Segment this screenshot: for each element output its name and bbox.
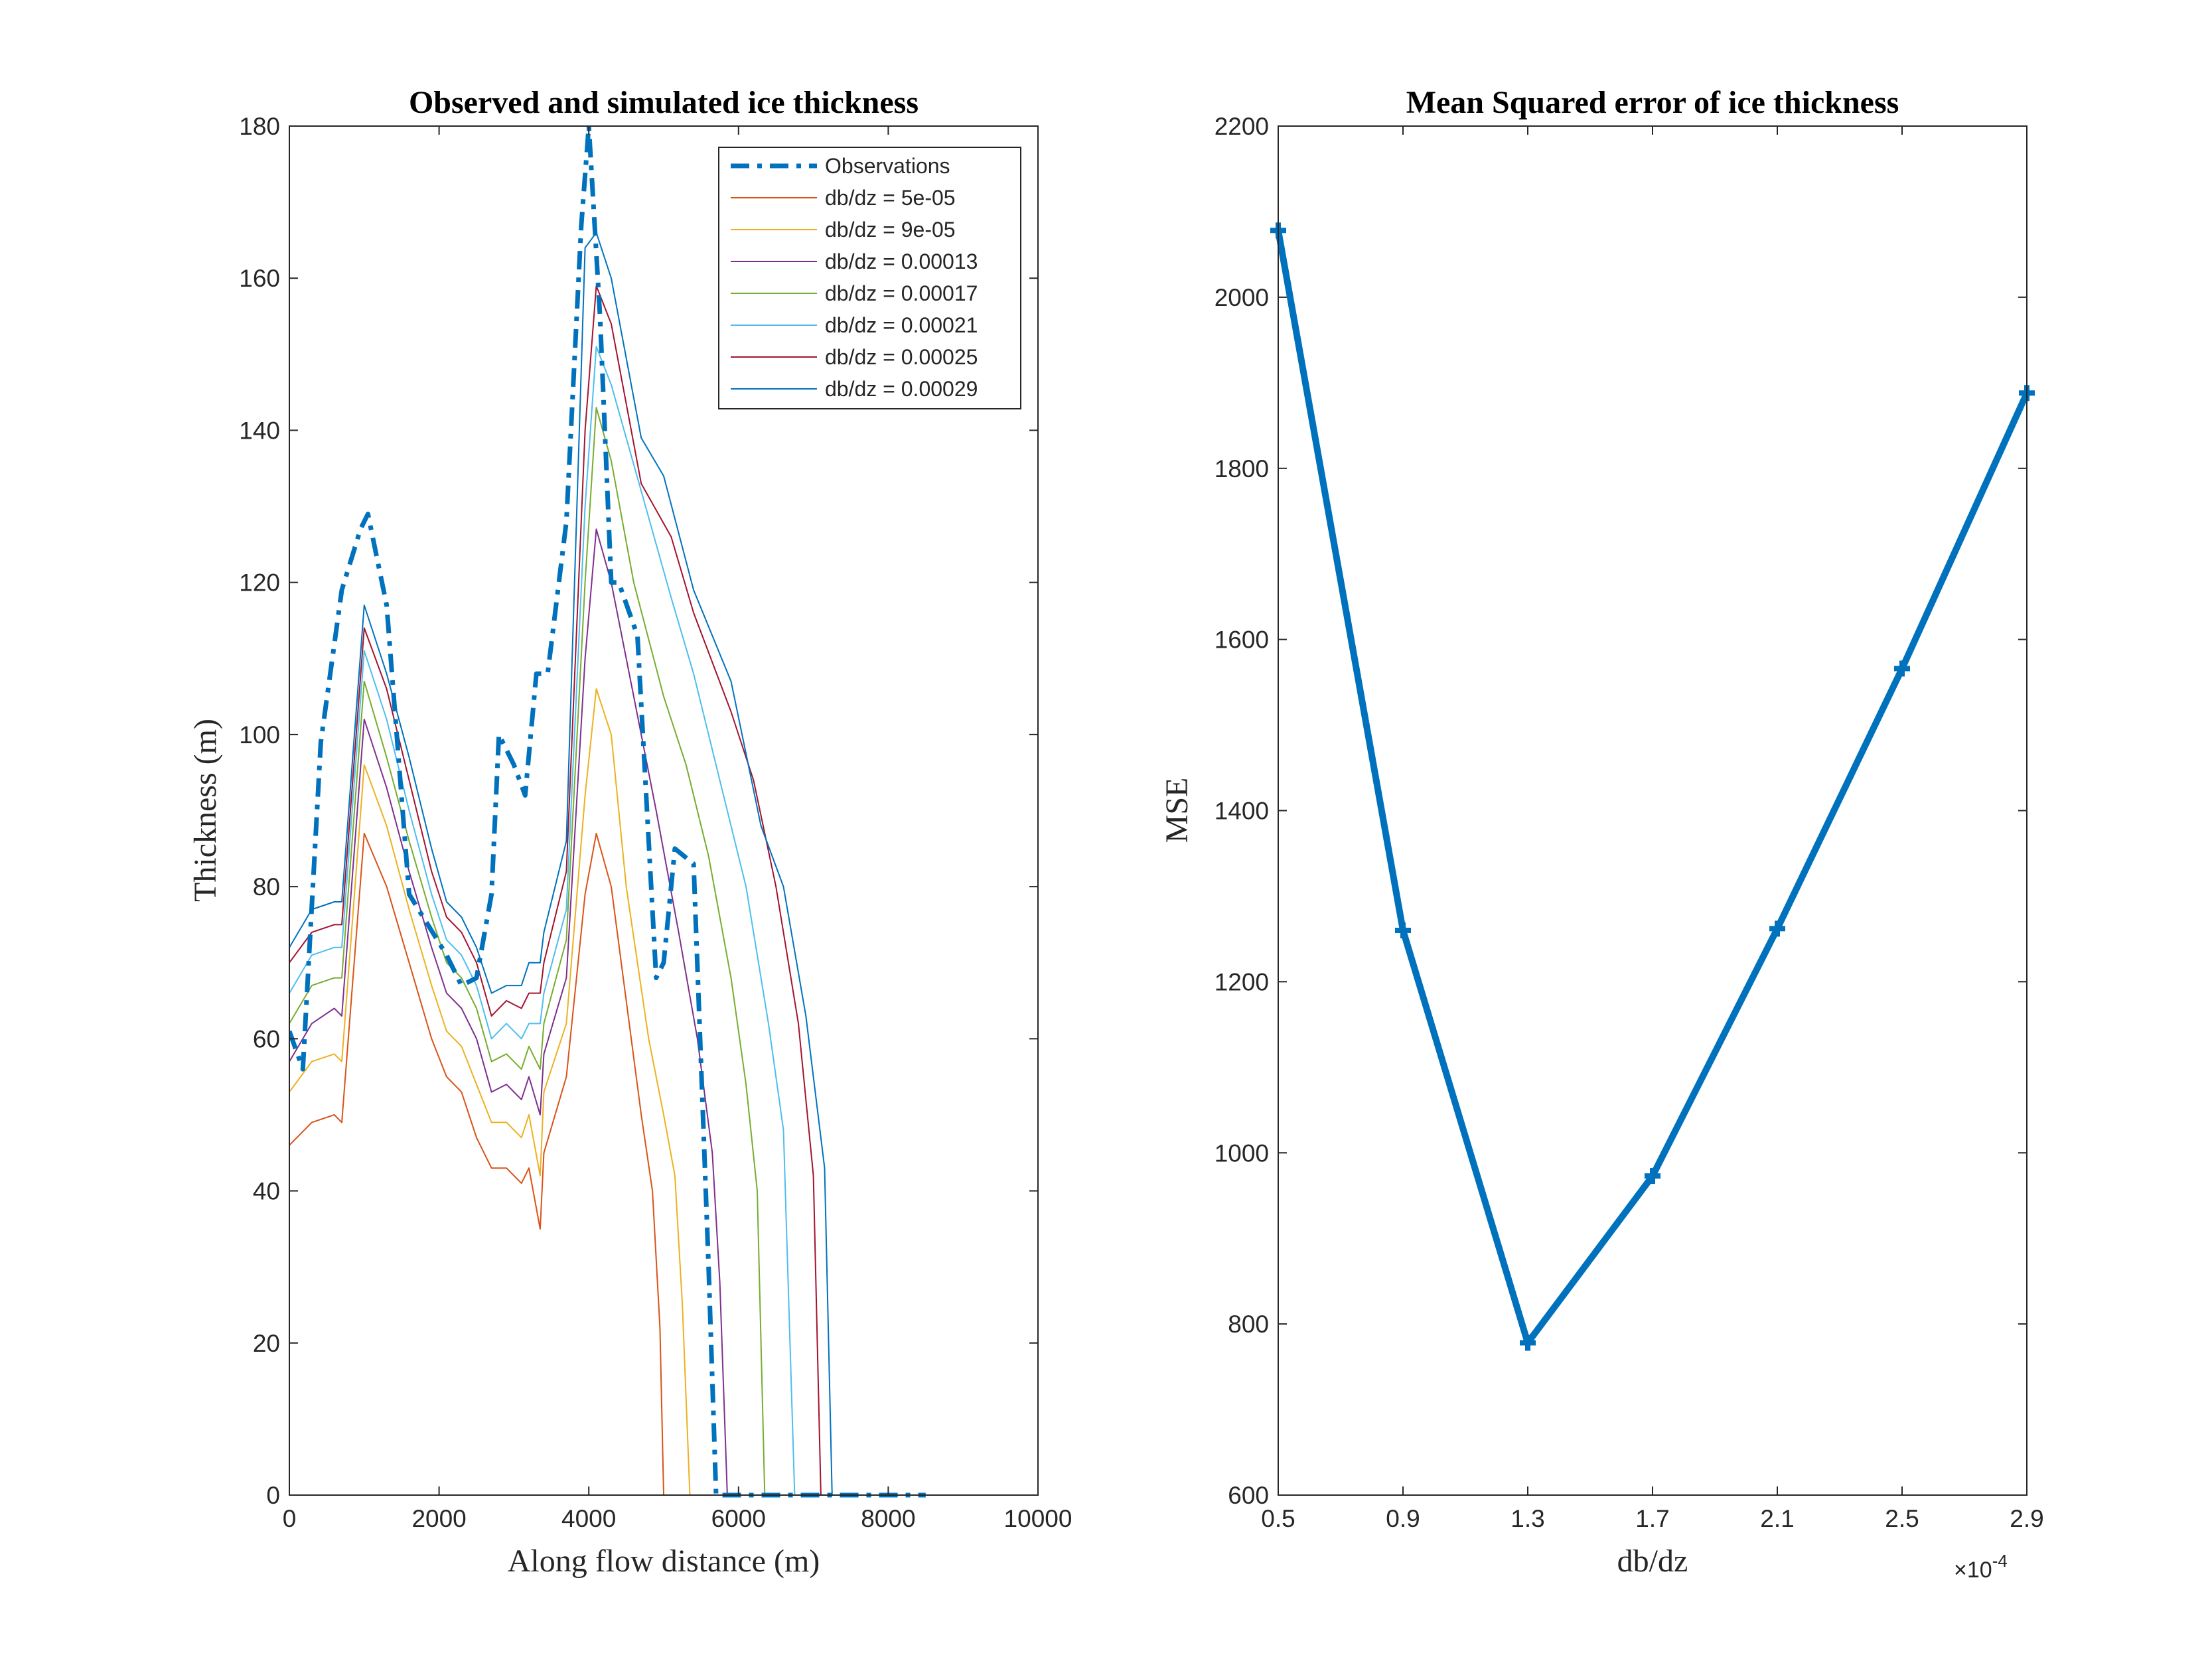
thickness-plot: 0 2000 4000 6000 8000 10000 0 20 40 60 80 100 120 140… — [188, 85, 1072, 1579]
thickness-plot-frame — [289, 125, 1039, 1496]
thickness-y-tick-label: 160 — [239, 265, 280, 292]
thickness-x-tick-label: 10000 — [1004, 1505, 1072, 1532]
mse-y-axis-label: MSE — [1159, 778, 1195, 843]
mse-x-tick-label: 0.9 — [1386, 1505, 1420, 1532]
mse-point — [1769, 920, 1785, 937]
thickness-series-group — [289, 123, 926, 1498]
legend-entry: Observations — [825, 154, 950, 178]
mse-y-tick-label: 1400 — [1215, 798, 1269, 825]
thickness-y-tick-label: 140 — [239, 417, 280, 444]
mse-y-tick-label: 800 — [1228, 1311, 1269, 1338]
thickness-legend: Observations db/dz = 5e-05 db/dz = 9e-05 db… — [718, 147, 1021, 409]
mse-x-tick-label: 2.5 — [1885, 1505, 1919, 1532]
thickness-y-tick-label: 40 — [253, 1178, 280, 1205]
series-line-7 — [289, 232, 833, 1496]
legend-entry: db/dz = 5e-05 — [825, 186, 956, 210]
thickness-x-tick-label: 0 — [283, 1505, 297, 1532]
series-line-3 — [289, 528, 728, 1496]
mse-y-tick-label: 2200 — [1215, 113, 1269, 140]
mse-y-tick-label: 1200 — [1215, 968, 1269, 995]
thickness-x-tick-label: 4000 — [561, 1505, 616, 1532]
legend-entry: db/dz = 0.00021 — [825, 313, 978, 337]
series-line-1 — [289, 832, 664, 1496]
mse-plot-area — [1278, 126, 2027, 1495]
thickness-x-axis-label: Along flow distance (m) — [508, 1544, 820, 1579]
mse-y-tick-label: 2000 — [1215, 284, 1269, 311]
mse-x-tick-label: 0.5 — [1261, 1505, 1295, 1532]
mse-x-tick-label: 2.9 — [2010, 1505, 2043, 1532]
thickness-x-tick-label: 6000 — [711, 1505, 766, 1532]
mse-x-axis-label: db/dz — [1617, 1544, 1688, 1579]
mse-plot: 0.5 0.9 1.3 1.7 2.1 2.5 2.9 600 800 1000 1200 1400 1… — [1159, 85, 2044, 1583]
mse-point — [1395, 922, 1411, 939]
thickness-y-tick-label: 80 — [253, 873, 280, 901]
thickness-plot-title: Observed and simulated ice thickness — [409, 85, 919, 120]
legend-entry: db/dz = 0.00017 — [825, 281, 978, 305]
legend-entry: db/dz = 0.00013 — [825, 250, 978, 273]
legend-entry: db/dz = 0.00029 — [825, 377, 978, 401]
thickness-y-tick-label: 20 — [253, 1330, 280, 1357]
thickness-y-tick-label: 120 — [239, 569, 280, 597]
thickness-y-tick-label: 0 — [266, 1482, 280, 1509]
mse-x-tick-label: 1.3 — [1511, 1505, 1544, 1532]
series-line-5 — [289, 346, 796, 1496]
mse-y-tick-label: 1600 — [1215, 626, 1269, 654]
mse-point — [1645, 1168, 1660, 1185]
mse-axis-ticks: 0.5 0.9 1.3 1.7 2.1 2.5 2.9 600 800 1000 1200 1400 1… — [1215, 113, 2044, 1532]
mse-y-tick-label: 600 — [1228, 1482, 1269, 1509]
thickness-y-axis-label: Thickness (m) — [188, 719, 223, 902]
legend-box — [718, 147, 1021, 409]
series-line-4 — [289, 407, 766, 1496]
thickness-axis-ticks: 0 2000 4000 6000 8000 10000 0 20 40 60 80 100 120 140… — [239, 113, 1072, 1532]
thickness-x-tick-label: 2000 — [411, 1505, 466, 1532]
mse-x-tick-label: 2.1 — [1760, 1505, 1794, 1532]
mse-y-tick-label: 1000 — [1215, 1139, 1269, 1167]
thickness-x-tick-label: 8000 — [861, 1505, 915, 1532]
mse-plot-title: Mean Squared error of ice thickness — [1406, 85, 1899, 120]
thickness-y-tick-label: 180 — [239, 113, 280, 140]
thickness-y-tick-label: 60 — [253, 1025, 280, 1052]
thickness-y-tick-label: 100 — [239, 721, 280, 749]
legend-entry: db/dz = 9e-05 — [825, 218, 956, 242]
mse-x-multiplier: ×10-4 — [1954, 1551, 2008, 1583]
mse-x-tick-label: 1.7 — [1635, 1505, 1669, 1532]
legend-entry: db/dz = 0.00025 — [825, 345, 978, 369]
mse-point — [1520, 1334, 1536, 1351]
mse-y-tick-label: 1800 — [1215, 455, 1269, 482]
series-line-2 — [289, 688, 691, 1496]
series-line-0 — [289, 123, 926, 1498]
mse-point — [1894, 660, 1910, 677]
series-line-6 — [289, 285, 822, 1496]
